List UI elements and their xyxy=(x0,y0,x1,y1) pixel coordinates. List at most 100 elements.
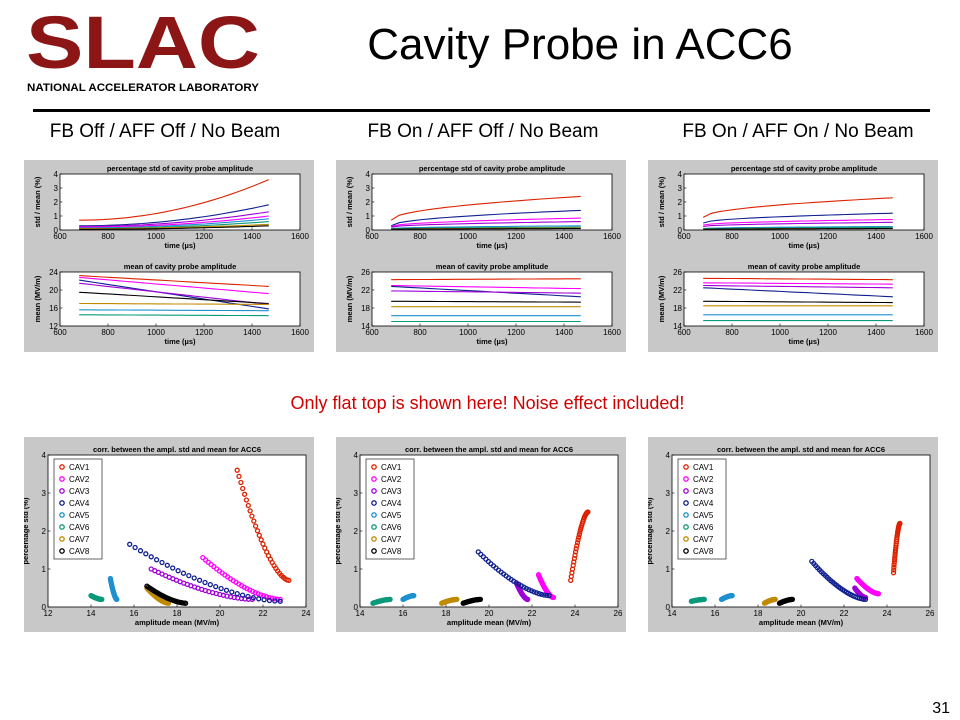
x-tick-label: 1400 xyxy=(555,232,573,241)
scatter-point xyxy=(286,577,292,584)
std-series-line-4 xyxy=(391,221,581,228)
scatter-point xyxy=(99,596,105,603)
y-tick-label: 3 xyxy=(54,184,59,193)
panel-title-2: FB On / AFF Off / No Beam xyxy=(367,121,599,142)
scatter-series-cav6 xyxy=(370,596,393,606)
mean-series-line-5 xyxy=(391,300,581,303)
scatter-point xyxy=(544,592,550,599)
scatter-point xyxy=(891,556,898,563)
scatter-point xyxy=(890,570,897,576)
x-tick-label: 14 xyxy=(668,609,677,618)
x-tick-label: 26 xyxy=(926,609,935,618)
scatter-series-cav8 xyxy=(776,596,796,606)
std-plot-ylabel: std / mean (%) xyxy=(33,176,42,227)
legend-marker-cav4 xyxy=(59,500,65,506)
scatter-point xyxy=(240,485,246,492)
scatter-point xyxy=(229,589,235,595)
scatter-point xyxy=(572,549,579,555)
y-tick-label: 14 xyxy=(361,322,370,331)
scatter-series-cav2 xyxy=(854,575,882,597)
scatter-point xyxy=(729,592,735,599)
scatter-series-cav4 xyxy=(127,541,283,604)
x-tick-label: 1600 xyxy=(915,232,933,241)
scatter-point xyxy=(789,596,796,603)
scatter-point xyxy=(546,592,552,599)
mean-series-line-3 xyxy=(703,284,893,289)
mean-plot-plot-area xyxy=(59,271,301,327)
scatter-series-cav6 xyxy=(88,592,105,603)
x-tick-label: 1000 xyxy=(147,232,165,241)
scatter-point xyxy=(213,583,219,590)
legend-label-cav6: CAV6 xyxy=(381,523,402,532)
legend-marker-cav6 xyxy=(371,524,377,530)
y-tick-label: 20 xyxy=(49,286,58,295)
time-plots-panel-3: 600 800 1000 1200 1400 1600 0 1 2 3 4 percentage st… xyxy=(648,160,938,352)
y-tick-label: 3 xyxy=(354,489,359,498)
scatter-point xyxy=(260,541,266,547)
x-tick-label: 14 xyxy=(356,609,365,618)
x-tick-label: 600 xyxy=(365,328,379,337)
scatter-series-cav5 xyxy=(107,575,120,603)
mean-plot-ylabel: mean (MV/m) xyxy=(33,275,42,322)
x-tick-label: 1600 xyxy=(603,328,621,337)
scatter-point xyxy=(525,596,531,603)
scatter-point xyxy=(245,502,251,509)
mean-plot-ylabel: mean (MV/m) xyxy=(345,275,354,322)
std-series-line-3 xyxy=(391,217,581,228)
scatter-point xyxy=(250,595,256,601)
x-tick-label: 12 xyxy=(44,609,53,618)
page-number: 31 xyxy=(932,700,950,717)
scatter-point xyxy=(258,537,264,543)
legend-label-cav8: CAV8 xyxy=(381,547,402,556)
scatter-point xyxy=(249,588,256,595)
legend-label-cav7: CAV7 xyxy=(381,535,402,544)
mean-series-line-8 xyxy=(79,314,269,317)
x-tick-label: 16 xyxy=(130,609,139,618)
std-series-line-1 xyxy=(702,197,893,218)
scatter-point xyxy=(127,541,133,547)
x-tick-label: 20 xyxy=(216,609,225,618)
mean-series-line-5 xyxy=(79,291,269,305)
x-tick-label: 1200 xyxy=(507,328,525,337)
std-plot-ylabel: std / mean (%) xyxy=(657,176,666,227)
logo-subtext: NATIONAL ACCELERATOR LABORATORY xyxy=(27,82,260,94)
legend-marker-cav8 xyxy=(371,548,377,554)
scatter-point xyxy=(254,528,261,534)
scatter-point xyxy=(575,537,581,543)
scatter-point xyxy=(875,591,882,597)
scatter-point xyxy=(533,590,540,596)
x-tick-label: 1000 xyxy=(459,328,477,337)
y-tick-label: 1 xyxy=(54,212,59,221)
std-series-line-2 xyxy=(703,212,893,224)
std-series-line-2 xyxy=(390,209,581,227)
x-tick-label: 18 xyxy=(173,609,182,618)
y-tick-label: 22 xyxy=(361,286,370,295)
scatter-point xyxy=(891,564,897,570)
x-tick-label: 26 xyxy=(614,609,623,618)
scatter-point xyxy=(897,520,903,527)
mean-plot-plot-area xyxy=(683,271,925,327)
corr-plot-ylabel: percentage std (%) xyxy=(648,497,654,565)
scatter-point xyxy=(255,591,261,597)
legend-marker-cav3 xyxy=(683,488,689,494)
mean-series-line-6 xyxy=(79,302,269,305)
scatter-point xyxy=(186,572,192,579)
y-tick-label: 4 xyxy=(354,451,359,460)
y-tick-label: 0 xyxy=(354,603,359,612)
scatter-point xyxy=(266,597,273,604)
scatter-point xyxy=(387,596,393,603)
x-tick-label: 800 xyxy=(725,328,739,337)
scatter-point xyxy=(701,596,707,603)
time-plots-svg: 600 800 1000 1200 1400 1600 0 1 2 3 4 percentage st… xyxy=(657,164,933,346)
legend-label-cav1: CAV1 xyxy=(69,463,90,472)
legend-label-cav5: CAV5 xyxy=(381,511,402,520)
scatter-point xyxy=(245,593,251,600)
scatter-point xyxy=(550,594,557,601)
scatter-point xyxy=(526,587,532,593)
logo-wordmark: SLAC xyxy=(26,8,260,84)
x-tick-label: 1600 xyxy=(915,328,933,337)
mean-plot-xlabel: time (µs) xyxy=(477,337,508,346)
scatter-point xyxy=(272,596,278,602)
scatter-point xyxy=(772,596,778,603)
scatter-series-cav7 xyxy=(439,596,460,606)
